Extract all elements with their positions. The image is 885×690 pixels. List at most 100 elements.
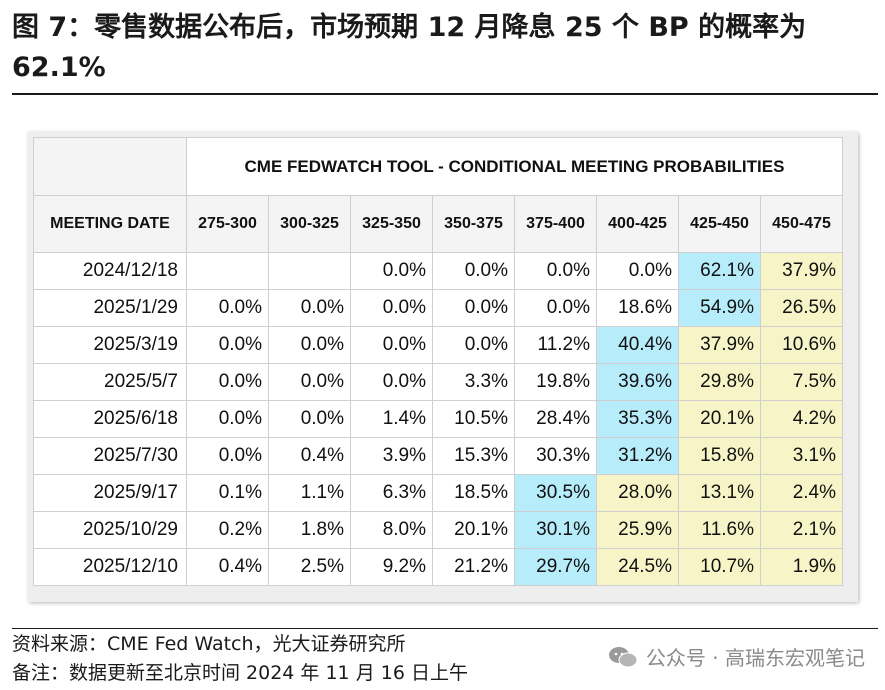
probability-cell: 28.4% — [514, 400, 597, 438]
probability-cell: 0.4% — [186, 548, 269, 586]
table-row: 2025/5/7 0.0% 0.0% 0.0% 3.3% 19.8% 39.6% 29.8% 7… — [33, 363, 843, 401]
probability-cell: 0.4% — [268, 437, 351, 475]
probability-cell: 0.0% — [514, 289, 597, 327]
probability-cell: 10.7% — [678, 548, 761, 586]
probability-cell: 6.3% — [350, 474, 433, 512]
probability-cell: 0.0% — [350, 326, 433, 364]
probability-cell: 0.0% — [186, 326, 269, 364]
probability-cell: 18.6% — [596, 289, 679, 327]
probability-cell: 0.0% — [432, 252, 515, 290]
meeting-date-cell: 2025/7/30 — [33, 437, 187, 475]
probability-cell: 11.2% — [514, 326, 597, 364]
rate-range-header: 450-475 — [760, 195, 843, 253]
probability-cell: 0.0% — [268, 326, 351, 364]
probability-cell: 4.2% — [760, 400, 843, 438]
meeting-date-cell: 2025/10/29 — [33, 511, 187, 549]
probability-cell: 62.1% — [678, 252, 761, 290]
probability-cell: 0.0% — [268, 289, 351, 327]
meeting-date-header: MEETING DATE — [33, 195, 187, 253]
probability-cell: 29.8% — [678, 363, 761, 401]
probability-cell: 3.9% — [350, 437, 433, 475]
probability-cell: 15.8% — [678, 437, 761, 475]
rate-range-header: 325-350 — [350, 195, 433, 253]
probability-cell: 0.0% — [186, 437, 269, 475]
meeting-date-cell: 2025/5/7 — [33, 363, 187, 401]
probability-cell: 3.3% — [432, 363, 515, 401]
probability-cell: 9.2% — [350, 548, 433, 586]
watermark: 公众号 · 高瑞东宏观笔记 — [608, 642, 865, 671]
meeting-date-cell: 2025/1/29 — [33, 289, 187, 327]
probability-cell: 0.0% — [350, 252, 433, 290]
probability-cell: 37.9% — [760, 252, 843, 290]
probability-cell: 29.7% — [514, 548, 597, 586]
probability-cell: 19.8% — [514, 363, 597, 401]
probability-cell: 1.1% — [268, 474, 351, 512]
probability-cell: 1.8% — [268, 511, 351, 549]
probability-cell: 24.5% — [596, 548, 679, 586]
watermark-text: 公众号 · 高瑞东宏观笔记 — [645, 646, 865, 670]
table-heading: CME FEDWATCH TOOL - CONDITIONAL MEETING … — [186, 137, 843, 196]
probability-cell: 2.4% — [760, 474, 843, 512]
table-title-row: CME FEDWATCH TOOL - CONDITIONAL MEETING … — [33, 137, 843, 196]
probability-cell: 0.0% — [186, 289, 269, 327]
probability-cell: 25.9% — [596, 511, 679, 549]
table-row: 2025/3/19 0.0% 0.0% 0.0% 0.0% 11.2% 40.4% 37.9%… — [33, 326, 843, 364]
meeting-date-cell: 2025/6/18 — [33, 400, 187, 438]
probability-cell: 0.0% — [514, 252, 597, 290]
rate-range-header: 375-400 — [514, 195, 597, 253]
probability-cell: 2.1% — [760, 511, 843, 549]
title-divider — [12, 93, 878, 95]
probability-cell: 1.4% — [350, 400, 433, 438]
table-row: 2025/1/29 0.0% 0.0% 0.0% 0.0% 0.0% 18.6% 54.9% 2… — [33, 289, 843, 327]
table-row: 2025/12/10 0.4% 2.5% 9.2% 21.2% 29.7% 24.5% 10.… — [33, 548, 843, 586]
probability-cell: 20.1% — [432, 511, 515, 549]
probability-cell: 11.6% — [678, 511, 761, 549]
wechat-icon — [608, 645, 638, 669]
probability-cell: 1.9% — [760, 548, 843, 586]
probability-cell: 39.6% — [596, 363, 679, 401]
probability-cell: 2.5% — [268, 548, 351, 586]
table-row: 2025/6/18 0.0% 0.0% 1.4% 10.5% 28.4% 35.3% 20.1… — [33, 400, 843, 438]
probability-cell: 54.9% — [678, 289, 761, 327]
source-note: 资料来源：CME Fed Watch，光大证券研究所 — [12, 633, 406, 655]
remark-note: 备注：数据更新至北京时间 2024 年 11 月 16 日上午 — [12, 662, 468, 684]
footer-divider — [12, 628, 878, 629]
probability-cell: 15.3% — [432, 437, 515, 475]
meeting-date-cell: 2025/3/19 — [33, 326, 187, 364]
probability-cell: 0.0% — [432, 289, 515, 327]
probability-cell: 0.0% — [186, 363, 269, 401]
probability-cell: 0.0% — [596, 252, 679, 290]
probability-cell: 7.5% — [760, 363, 843, 401]
table-row: 2024/12/18 0.0% 0.0% 0.0% 0.0% 62.1% 37.9% — [33, 252, 843, 290]
probability-cell: 0.0% — [268, 400, 351, 438]
meeting-date-cell: 2025/9/17 — [33, 474, 187, 512]
probability-cell: 28.0% — [596, 474, 679, 512]
probability-cell: 10.5% — [432, 400, 515, 438]
probability-cell: 26.5% — [760, 289, 843, 327]
rate-range-header: 425-450 — [678, 195, 761, 253]
table-row: 2025/9/17 0.1% 1.1% 6.3% 18.5% 30.5% 28.0% 13.1… — [33, 474, 843, 512]
table-row: 2025/7/30 0.0% 0.4% 3.9% 15.3% 30.3% 31.2% 15.8… — [33, 437, 843, 475]
probability-cell: 35.3% — [596, 400, 679, 438]
table-row: 2025/10/29 0.2% 1.8% 8.0% 20.1% 30.1% 25.9% 11.… — [33, 511, 843, 549]
page-title: 图 7：零售数据公布后，市场预期 12 月降息 25 个 BP 的概率为 62.… — [12, 12, 807, 83]
meeting-date-cell: 2024/12/18 — [33, 252, 187, 290]
probability-cell: 21.2% — [432, 548, 515, 586]
probability-cell: 0.0% — [268, 363, 351, 401]
rate-range-header: 350-375 — [432, 195, 515, 253]
probability-cell: 30.5% — [514, 474, 597, 512]
rate-range-header: 275-300 — [186, 195, 269, 253]
probability-cell: 31.2% — [596, 437, 679, 475]
column-header-row: MEETING DATE 275-300 300-325 325-350 350-37… — [33, 195, 843, 253]
fedwatch-table-panel: CME FEDWATCH TOOL - CONDITIONAL MEETING … — [28, 132, 858, 602]
probability-cell: 0.0% — [186, 400, 269, 438]
probability-cell: 30.1% — [514, 511, 597, 549]
probability-cell: 8.0% — [350, 511, 433, 549]
probability-cell: 0.1% — [186, 474, 269, 512]
probability-cell: 37.9% — [678, 326, 761, 364]
probability-cell: 0.2% — [186, 511, 269, 549]
probability-cell: 0.0% — [350, 289, 433, 327]
rate-range-header: 400-425 — [596, 195, 679, 253]
probability-cell: 18.5% — [432, 474, 515, 512]
probability-cell: 0.0% — [350, 363, 433, 401]
